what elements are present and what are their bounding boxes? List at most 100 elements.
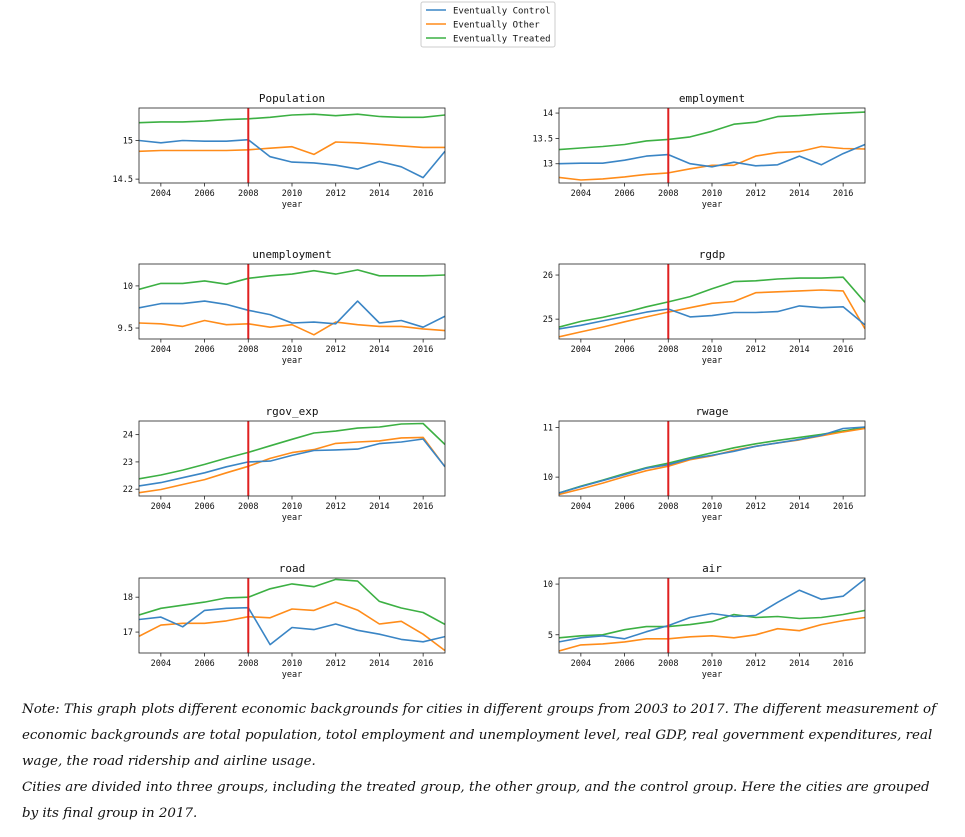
x-tick-label: 2010 xyxy=(702,659,722,669)
y-tick-label: 10 xyxy=(543,473,553,483)
x-tick-label: 2006 xyxy=(614,659,634,669)
axes-frame xyxy=(558,263,866,340)
x-axis-label: year xyxy=(702,200,722,210)
axes-frame xyxy=(558,577,866,654)
plot-area xyxy=(139,421,445,496)
x-tick-label: 2010 xyxy=(702,502,722,512)
x-tick-label: 2006 xyxy=(194,189,214,199)
x-tick-label: 2008 xyxy=(238,189,258,199)
x-tick-label: 2010 xyxy=(282,502,302,512)
x-tick-label: 2016 xyxy=(833,189,853,199)
plot-area xyxy=(139,578,445,653)
note-paragraph-1: Note: This graph plots different economi… xyxy=(22,702,937,769)
x-axis-label: year xyxy=(702,513,722,523)
y-tick-label: 26 xyxy=(543,271,553,281)
x-tick-label: 2012 xyxy=(745,502,765,512)
x-tick-label: 2008 xyxy=(238,502,258,512)
axes-frame xyxy=(138,577,446,654)
x-tick-label: 2014 xyxy=(369,189,389,199)
y-tick-label: 25 xyxy=(543,315,553,325)
plot-area xyxy=(559,578,865,653)
x-tick-label: 2014 xyxy=(369,345,389,355)
series-line xyxy=(139,578,445,626)
subplot-rwage: rwage 2004 2006 2008 2010 2012 2014 2016 year 10 1… xyxy=(543,405,866,523)
x-axis-label: year xyxy=(702,356,722,366)
series-line xyxy=(559,143,865,168)
note-paragraph-2: Cities are divided into three groups, in… xyxy=(22,780,930,821)
subplot-title: employment xyxy=(679,92,745,105)
x-tick-label: 2006 xyxy=(194,659,214,669)
plot-area xyxy=(139,108,445,183)
x-tick-label: 2014 xyxy=(369,659,389,669)
series-line xyxy=(559,616,865,652)
x-tick-label: 2016 xyxy=(413,189,433,199)
x-tick-label: 2014 xyxy=(369,502,389,512)
x-axis-label: year xyxy=(702,670,722,680)
series-line xyxy=(559,111,865,151)
series-line xyxy=(139,606,445,646)
x-tick-label: 2004 xyxy=(151,345,171,355)
legend-label: Eventually Other xyxy=(453,21,540,31)
x-tick-label: 2004 xyxy=(151,189,171,199)
series-line xyxy=(559,145,865,181)
series-line xyxy=(559,289,865,338)
x-tick-label: 2004 xyxy=(571,502,591,512)
plot-area xyxy=(559,108,865,183)
y-tick-label: 24 xyxy=(123,431,133,441)
y-tick-label: 10 xyxy=(543,580,553,590)
x-tick-label: 2006 xyxy=(614,345,634,355)
plot-area xyxy=(139,264,445,339)
y-tick-label: 13.5 xyxy=(533,134,553,144)
series-line xyxy=(139,269,445,291)
subplot-title: unemployment xyxy=(252,248,331,261)
legend-label: Eventually Treated xyxy=(453,35,551,45)
subplot-rgov_exp: rgov_exp 2004 2006 2008 2010 2012 2014 2016 year… xyxy=(123,405,446,523)
figure: Eventually Control Eventually Other Eventu… xyxy=(113,1,866,680)
subplot-title: road xyxy=(279,562,306,575)
y-tick-label: 15 xyxy=(123,136,133,146)
y-tick-label: 13 xyxy=(543,160,553,170)
y-tick-label: 17 xyxy=(123,628,133,638)
subplot-title: Population xyxy=(259,92,325,105)
series-line xyxy=(139,300,445,329)
x-tick-label: 2014 xyxy=(789,502,809,512)
x-tick-label: 2014 xyxy=(789,189,809,199)
legend-label: Eventually Control xyxy=(453,7,551,17)
x-tick-label: 2008 xyxy=(238,659,258,669)
x-tick-label: 2010 xyxy=(702,189,722,199)
series-line xyxy=(559,276,865,328)
series-line xyxy=(139,436,445,494)
x-axis-label: year xyxy=(282,200,302,210)
subplot-grid: Population 2004 2006 2008 2010 2012 2014 2016 ye… xyxy=(113,92,866,680)
x-tick-label: 2006 xyxy=(614,189,634,199)
x-tick-label: 2004 xyxy=(571,659,591,669)
y-tick-label: 5 xyxy=(548,631,553,641)
x-tick-label: 2008 xyxy=(658,345,678,355)
plot-area xyxy=(559,264,865,339)
x-tick-label: 2006 xyxy=(614,502,634,512)
x-tick-label: 2012 xyxy=(325,659,345,669)
x-tick-label: 2010 xyxy=(282,659,302,669)
plot-area xyxy=(559,421,865,496)
legend: Eventually Control Eventually Other Eventu… xyxy=(420,1,556,48)
x-tick-label: 2012 xyxy=(745,659,765,669)
series-line xyxy=(139,319,445,336)
x-tick-label: 2008 xyxy=(238,345,258,355)
subplot-title: rwage xyxy=(695,405,728,418)
y-tick-label: 18 xyxy=(123,593,133,603)
subplot-title: rgdp xyxy=(699,248,726,261)
series-line xyxy=(559,427,865,496)
x-axis-label: year xyxy=(282,513,302,523)
subplot-road: road 2004 2006 2008 2010 2012 2014 2016 year 17 18 xyxy=(123,562,446,680)
x-tick-label: 2012 xyxy=(745,345,765,355)
x-tick-label: 2004 xyxy=(571,345,591,355)
subplot-employment: employment 2004 2006 2008 2010 2012 2014 2016 ye… xyxy=(533,92,866,210)
series-line xyxy=(139,141,445,156)
series-line xyxy=(559,305,865,330)
x-tick-label: 2012 xyxy=(325,345,345,355)
x-tick-label: 2012 xyxy=(745,189,765,199)
subplot-Population: Population 2004 2006 2008 2010 2012 2014 2016 ye… xyxy=(113,92,446,210)
x-tick-label: 2016 xyxy=(413,345,433,355)
series-line xyxy=(139,113,445,124)
subplot-rgdp: rgdp 2004 2006 2008 2010 2012 2014 2016 year 25 26 xyxy=(543,248,866,366)
